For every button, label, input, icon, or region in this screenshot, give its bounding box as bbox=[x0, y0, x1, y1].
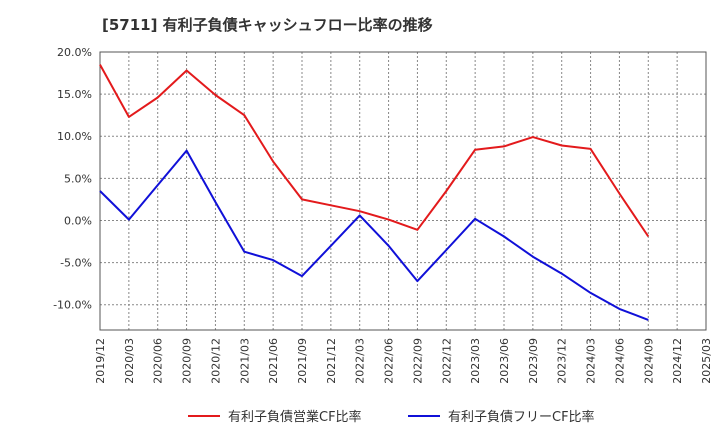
x-tick-label: 2024/06 bbox=[613, 338, 626, 384]
x-tick-label: 2022/12 bbox=[440, 338, 453, 384]
chart-title: [5711] 有利子負債キャッシュフロー比率の推移 bbox=[102, 16, 433, 34]
x-tick-label: 2024/03 bbox=[585, 338, 598, 384]
plot-area-border bbox=[99, 51, 707, 331]
x-tick-label: 2023/06 bbox=[498, 338, 511, 384]
x-tick-label: 2021/06 bbox=[267, 338, 280, 384]
x-tick-label: 2020/03 bbox=[123, 338, 136, 384]
y-tick-label: 20.0% bbox=[57, 46, 92, 59]
y-tick-label: 5.0% bbox=[64, 172, 92, 185]
y-tick-label: -10.0% bbox=[53, 299, 92, 312]
x-tick-label: 2022/06 bbox=[383, 338, 396, 384]
y-tick-label: 10.0% bbox=[57, 130, 92, 143]
legend-label-2: 有利子負債フリーCF比率 bbox=[448, 409, 595, 425]
y-tick-label: 15.0% bbox=[57, 88, 92, 101]
y-tick-label: -5.0% bbox=[60, 257, 92, 270]
x-tick-label: 2024/09 bbox=[642, 338, 655, 384]
x-tick-label: 2019/12 bbox=[94, 338, 107, 384]
y-tick-label: 0.0% bbox=[64, 214, 92, 227]
x-tick-label: 2020/06 bbox=[152, 338, 165, 384]
x-tick-label: 2020/12 bbox=[209, 338, 222, 384]
x-tick-label: 2021/09 bbox=[296, 338, 309, 384]
x-tick-label: 2021/12 bbox=[325, 338, 338, 384]
series-line-1 bbox=[99, 64, 650, 238]
x-tick-label: 2025/03 bbox=[700, 338, 713, 384]
x-tick-label: 2022/09 bbox=[411, 338, 424, 384]
x-tick-label: 2020/09 bbox=[181, 338, 194, 384]
x-tick-label: 2021/03 bbox=[238, 338, 251, 384]
x-tick-label: 2023/03 bbox=[469, 338, 482, 384]
x-tick-label: 2023/09 bbox=[527, 338, 540, 384]
x-tick-label: 2024/12 bbox=[671, 338, 684, 384]
x-tick-label: 2022/03 bbox=[354, 338, 367, 384]
legend-label-1: 有利子負債営業CF比率 bbox=[228, 409, 362, 425]
series-line-2 bbox=[99, 149, 649, 321]
x-tick-label: 2023/12 bbox=[556, 338, 569, 384]
